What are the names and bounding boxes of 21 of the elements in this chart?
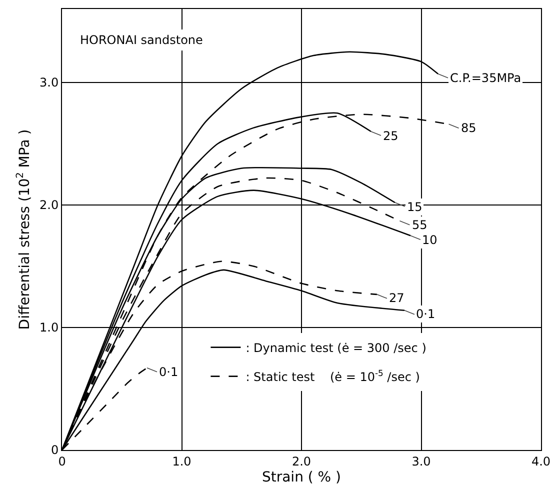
x-tick-label: 2.0 xyxy=(292,454,312,468)
y-tick-label: 0 xyxy=(50,443,59,458)
annotation: 10 xyxy=(422,233,438,247)
annotation: 25 xyxy=(383,129,398,143)
legend-label: : Static test (ė = 10$^{-5}$ /sec ) xyxy=(246,368,420,384)
y-tick-label: 3.0 xyxy=(40,76,59,90)
x-axis-title: Strain ( % ) xyxy=(262,470,342,486)
legend-label: : Dynamic test (ė = 300 /sec ) xyxy=(246,340,426,355)
annotation: 15 xyxy=(407,200,422,214)
annotation: HORONAI sandstone xyxy=(80,33,203,47)
annotation: 0·1 xyxy=(159,365,178,379)
x-tick-label: 4.0 xyxy=(531,454,551,468)
annotation: C.P.=35MPa xyxy=(450,71,522,85)
annotation: 0·1 xyxy=(416,307,436,321)
annotation: 55 xyxy=(412,218,428,232)
annotation: 27 xyxy=(389,291,404,305)
x-tick-label: 1.0 xyxy=(172,454,192,468)
y-tick-label: 2.0 xyxy=(40,198,59,212)
x-tick-label: 3.0 xyxy=(412,454,431,468)
annotation: 85 xyxy=(461,121,476,135)
y-tick-label: 1.0 xyxy=(40,320,59,335)
